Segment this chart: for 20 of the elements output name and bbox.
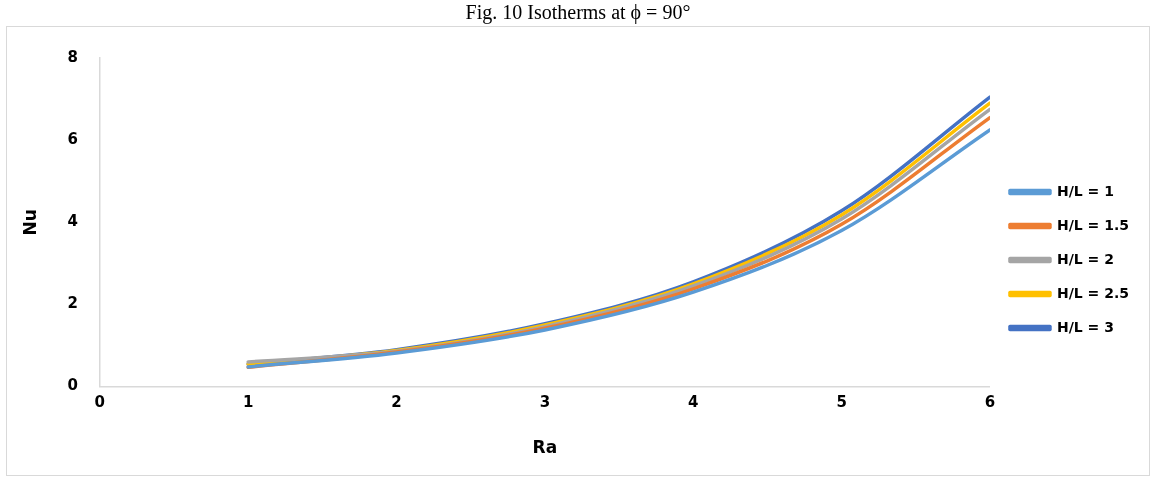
y-axis-title: Nu [19,209,40,236]
legend-label: H/L = 2.5 [1056,284,1129,301]
legend-label: H/L = 1.5 [1056,216,1129,233]
legend-label: H/L = 3 [1056,318,1114,335]
x-tick-label: 1 [242,393,254,412]
x-tick-label: 3 [539,393,551,412]
legend-label: H/L = 2 [1056,250,1114,267]
legend-label: H/L = 1 [1056,182,1114,199]
x-tick-label: 0 [94,393,106,412]
x-tick-label: 2 [391,393,402,412]
y-tick-label: 8 [67,47,78,66]
x-tick-label: 4 [688,393,699,412]
x-tick-label: 5 [836,393,847,412]
caption: Fig. 10 Isotherms at ϕ = 90° [464,0,692,24]
y-tick-label: 2 [67,294,78,313]
y-tick-label: 6 [67,130,78,149]
y-tick-label: 0 [67,376,78,395]
x-axis-title: Ra [532,437,558,458]
y-tick-label: 4 [67,212,78,231]
x-tick-label: 6 [984,393,996,412]
